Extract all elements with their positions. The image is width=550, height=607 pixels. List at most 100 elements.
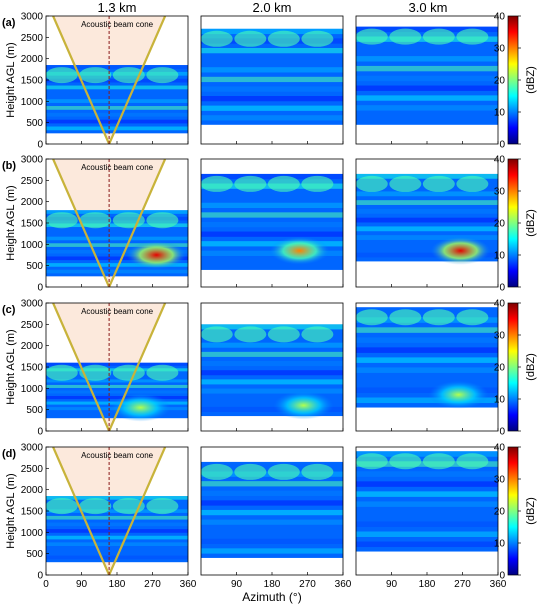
colorbar-scale xyxy=(507,158,519,288)
reflectivity-band xyxy=(201,48,343,54)
reflectivity-band xyxy=(356,105,498,111)
x-tick-label: 180 xyxy=(109,579,126,590)
panel-1-0: Acoustic beam cone 0 500 1000 1500 2000 2500 30… xyxy=(2,155,189,294)
reflectivity-cell xyxy=(267,463,300,480)
cone-edge-right xyxy=(108,16,167,144)
x-tick-label: 90 xyxy=(231,579,243,590)
colorbar-label: (dBZ) xyxy=(525,497,537,525)
reflectivity-band xyxy=(201,324,343,330)
reflectivity-cell xyxy=(201,326,233,343)
reflectivity-band xyxy=(356,337,498,343)
reflectivity-cell xyxy=(422,28,455,45)
reflectivity-band xyxy=(201,406,343,412)
reflectivity-cell xyxy=(456,453,489,470)
reflectivity-band xyxy=(46,256,188,261)
reflectivity-band xyxy=(356,56,498,62)
reflectivity-band xyxy=(356,114,498,121)
panel-0-1 xyxy=(200,15,344,145)
reflectivity-cell xyxy=(267,30,300,47)
y-tick-label: 1000 xyxy=(21,528,44,539)
y-tick-label: 2500 xyxy=(21,176,44,187)
y-tick-label: 2000 xyxy=(21,485,44,496)
colorbar-tick-label: 10 xyxy=(494,251,506,262)
cone-edge-left xyxy=(52,447,111,575)
reflectivity-band xyxy=(356,226,498,232)
reflectivity-band xyxy=(356,501,498,507)
cone-annotation: Acoustic beam cone xyxy=(81,307,154,316)
reflectivity-band xyxy=(356,347,498,353)
colorbar-tick-label: 0 xyxy=(499,140,505,151)
x-axis-label: Azimuth (°) xyxy=(242,590,301,604)
reflectivity-band xyxy=(356,367,498,373)
colorbar-tick-label: 20 xyxy=(494,76,506,87)
colorbar-scale xyxy=(507,302,519,432)
reflectivity-cell xyxy=(79,498,112,515)
panel-row-label: (c) xyxy=(2,304,16,316)
y-tick-label: 1000 xyxy=(21,384,44,395)
y-tick-label: 3000 xyxy=(21,299,44,310)
reflectivity-band xyxy=(201,361,343,367)
y-tick-label: 500 xyxy=(26,118,43,129)
reflectivity-cell xyxy=(422,175,455,192)
reflectivity-band xyxy=(46,263,188,267)
panel-0-2 xyxy=(355,15,499,145)
y-tick-label: 3000 xyxy=(21,155,44,166)
reflectivity-field xyxy=(201,461,343,558)
y-tick-label: 2500 xyxy=(21,33,44,44)
reflectivity-band xyxy=(201,342,343,348)
y-axis-label: Height AGL (m) xyxy=(5,473,17,548)
reflectivity-field xyxy=(356,173,498,265)
reflectivity-band xyxy=(201,212,343,218)
reflectivity-band xyxy=(356,541,498,548)
reflectivity-cell xyxy=(389,28,422,45)
reflectivity-band xyxy=(356,235,498,240)
reflectivity-band xyxy=(356,327,498,333)
reflectivity-cell xyxy=(46,364,78,381)
reflectivity-cell xyxy=(234,175,267,192)
reflectivity-band xyxy=(201,397,343,403)
cone-annotation: Acoustic beam cone xyxy=(81,163,154,172)
panel-3-2: 90 180 270 360 xyxy=(355,446,507,590)
reflectivity-band xyxy=(356,491,498,497)
reflectivity-cell xyxy=(46,67,78,84)
reflectivity-band xyxy=(201,370,343,376)
x-tick-label: 270 xyxy=(299,579,316,590)
reflectivity-cell xyxy=(456,309,489,326)
reflectivity-cell xyxy=(267,175,300,192)
reflectivity-cell xyxy=(301,175,334,192)
reflectivity-hotspot xyxy=(269,236,330,265)
panel-0-0: Acoustic beam cone 0 500 1000 1500 2000 2500 30… xyxy=(2,12,189,151)
reflectivity-field xyxy=(356,26,498,125)
reflectivity-band xyxy=(201,96,343,102)
cone-edge-left xyxy=(52,303,111,431)
reflectivity-band xyxy=(201,221,343,228)
reflectivity-band xyxy=(46,210,188,214)
colorbar-tick-label: 40 xyxy=(494,12,506,23)
reflectivity-band xyxy=(201,202,343,209)
colorbar-tick-label: 40 xyxy=(494,155,506,166)
reflectivity-band xyxy=(201,379,343,385)
reflectivity-band xyxy=(201,509,343,516)
reflectivity-hotspot xyxy=(428,380,489,409)
reflectivity-band xyxy=(356,252,498,258)
colorbar-tick-label: 40 xyxy=(494,299,506,310)
x-tick-label: 180 xyxy=(264,579,281,590)
reflectivity-band xyxy=(201,529,343,535)
y-axis-label: Height AGL (m) xyxy=(5,42,17,117)
panel-row-label: (a) xyxy=(2,17,16,29)
colorbar-tick-label: 20 xyxy=(494,363,506,374)
x-tick-label: 360 xyxy=(180,579,197,590)
colorbar-1: 0 10 20 30 40 (dBZ) xyxy=(494,155,537,294)
reflectivity-band xyxy=(46,92,188,97)
reflectivity-cell xyxy=(46,212,78,229)
cone-edge-left xyxy=(52,16,111,144)
reflectivity-band xyxy=(201,461,343,468)
column-headers: 1.3 km 2.0 km 3.0 km xyxy=(97,0,447,15)
reflectivity-band xyxy=(46,362,188,366)
colorbar-3: 0 10 20 30 40 (dBZ) xyxy=(494,443,537,582)
reflectivity-band xyxy=(46,496,188,500)
y-tick-label: 2500 xyxy=(21,320,44,331)
reflectivity-cell xyxy=(201,463,233,480)
reflectivity-band xyxy=(201,538,343,545)
colorbar-label: (dBZ) xyxy=(525,353,537,381)
